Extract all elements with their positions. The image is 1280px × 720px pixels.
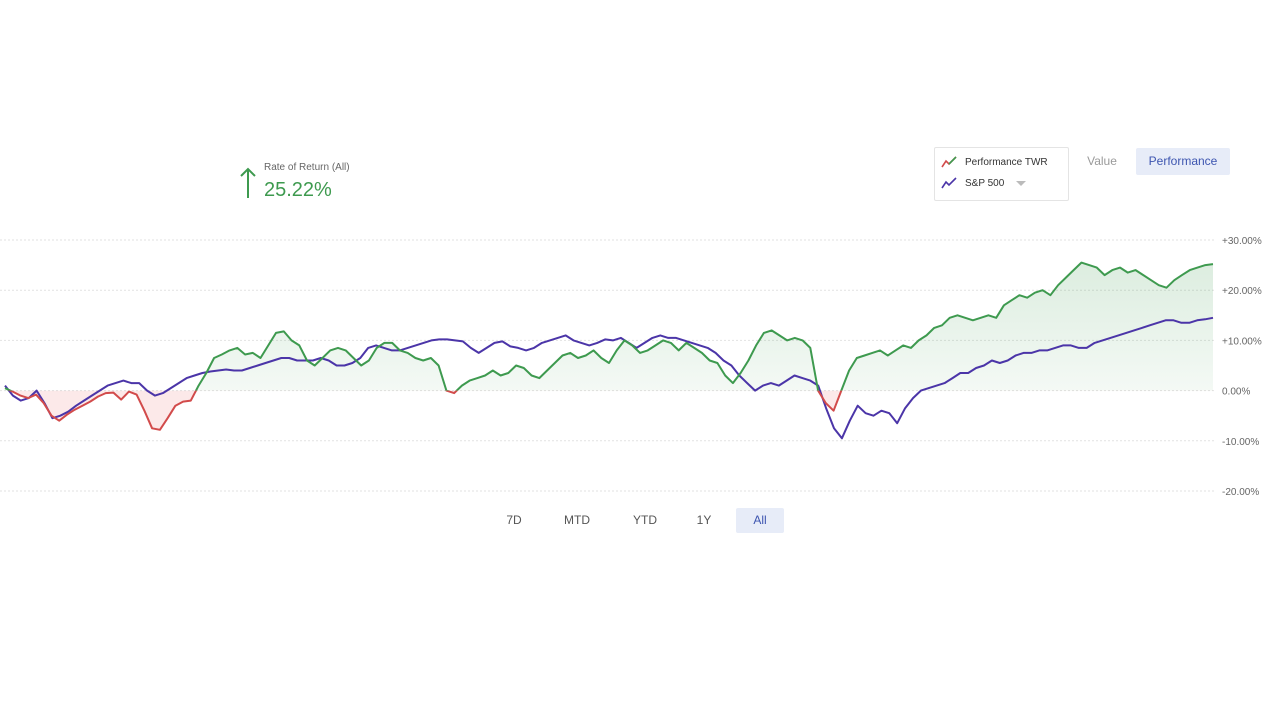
chart-legend: Performance TWR S&P 500: [934, 147, 1069, 201]
legend-label: S&P 500: [965, 177, 1005, 189]
y-tick-label: +30.00%: [1222, 236, 1262, 247]
performance-twr-line: [4, 261, 1214, 391]
chevron-down-icon[interactable]: [1016, 180, 1027, 186]
trend-line-icon: [941, 177, 957, 189]
range-tab-all[interactable]: All: [736, 508, 784, 533]
legend-label: Performance TWR: [965, 156, 1048, 168]
rate-of-return-value: 25.22%: [264, 179, 332, 201]
performance-view-button[interactable]: Performance: [1136, 148, 1230, 175]
y-tick-label: +20.00%: [1222, 286, 1262, 297]
range-tab-1y[interactable]: 1Y: [696, 513, 712, 527]
y-tick-label: -10.00%: [1222, 437, 1259, 448]
legend-item-sp500[interactable]: S&P 500: [941, 175, 1027, 191]
trend-line-icon: [941, 156, 957, 168]
value-view-button[interactable]: Value: [1087, 154, 1117, 168]
performance-twr-area-positive: [5, 262, 1213, 391]
y-tick-label: 0.00%: [1222, 387, 1250, 398]
range-tab-ytd[interactable]: YTD: [633, 513, 657, 527]
range-tab-mtd[interactable]: MTD: [564, 513, 590, 527]
rate-of-return-label: Rate of Return (All): [264, 162, 350, 173]
arrow-up-icon: [240, 167, 256, 198]
range-tab-7d[interactable]: 7D: [506, 513, 522, 527]
legend-item-performance-twr: Performance TWR: [941, 154, 1048, 170]
y-tick-label: +10.00%: [1222, 336, 1262, 347]
y-tick-label: -20.00%: [1222, 487, 1259, 498]
